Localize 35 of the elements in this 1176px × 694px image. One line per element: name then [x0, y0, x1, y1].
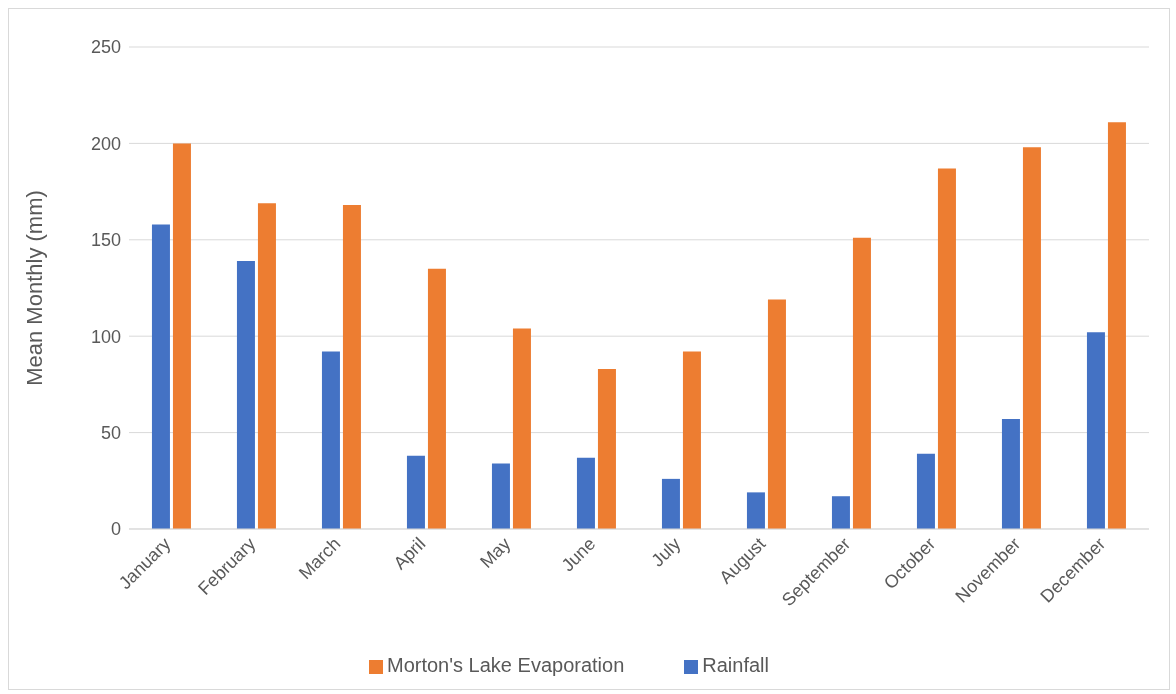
bar — [236, 261, 255, 529]
bar — [427, 268, 446, 529]
bar — [597, 368, 616, 529]
bar — [852, 237, 871, 529]
bar — [1001, 419, 1020, 529]
bar — [746, 492, 765, 529]
y-tick-label: 200 — [90, 133, 121, 154]
bar — [1022, 147, 1041, 529]
y-tick-label: 0 — [110, 519, 121, 540]
bar — [916, 453, 935, 529]
bar — [831, 496, 850, 529]
bar — [1107, 122, 1126, 529]
y-tick-label: 150 — [90, 230, 121, 251]
y-tick-label: 100 — [90, 326, 121, 347]
bar — [491, 463, 510, 529]
y-tick-label: 250 — [90, 37, 121, 58]
bar — [151, 224, 170, 529]
legend-label: Morton's Lake Evaporation — [387, 654, 625, 676]
bar — [406, 455, 425, 529]
legend-label: Rainfall — [702, 654, 769, 676]
x-tick-label: May — [476, 533, 515, 572]
bar — [512, 328, 531, 529]
x-tick-label: July — [647, 533, 685, 571]
bar — [342, 205, 361, 529]
bar — [576, 457, 595, 529]
bar — [172, 143, 191, 529]
bar — [661, 478, 680, 529]
bar — [682, 351, 701, 529]
bar — [1086, 332, 1105, 529]
y-axis-title: Mean Monthly (mm) — [21, 190, 47, 386]
bar — [937, 168, 956, 529]
bar — [257, 203, 276, 529]
bar — [321, 351, 340, 529]
bar — [767, 299, 786, 529]
y-tick-label: 50 — [100, 422, 121, 443]
